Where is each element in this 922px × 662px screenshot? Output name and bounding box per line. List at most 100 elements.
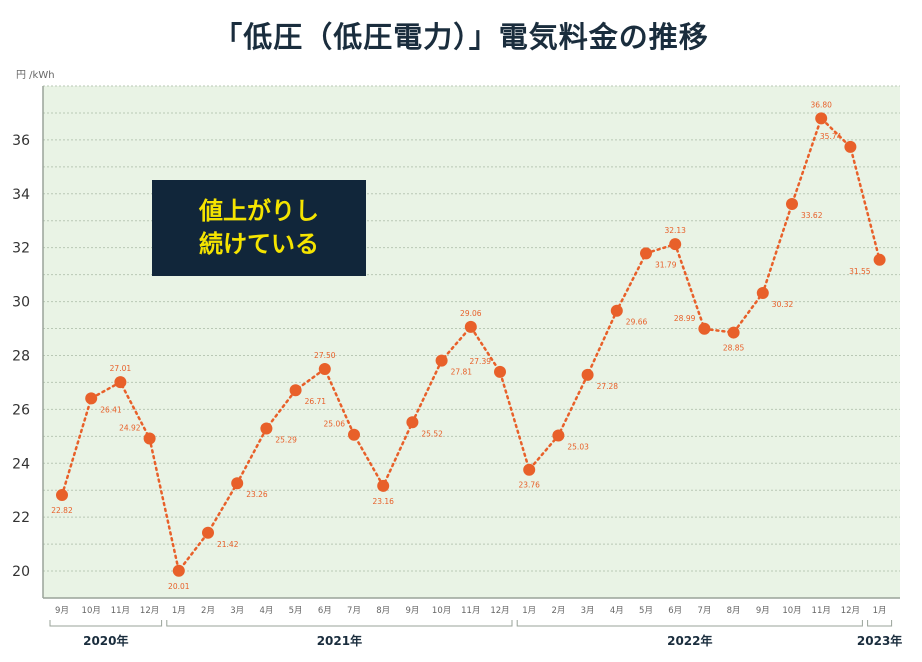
annotation-line-2: 続けている xyxy=(199,230,319,258)
data-label: 22.82 xyxy=(51,506,73,515)
y-tick-labels: 20 22 24 26 28 30 32 34 36 xyxy=(12,133,30,580)
x-tick-label: 7月 xyxy=(697,606,711,616)
data-label: 28.99 xyxy=(674,314,696,323)
data-label: 27.81 xyxy=(451,368,473,377)
x-tick-label: 4月 xyxy=(259,606,273,616)
data-point xyxy=(523,463,536,476)
data-label: 30.32 xyxy=(772,300,794,309)
data-point xyxy=(844,140,857,153)
data-points xyxy=(56,112,886,577)
data-label: 36.80 xyxy=(810,100,832,109)
x-tick-label: 12月 xyxy=(490,606,509,616)
data-point xyxy=(231,477,244,490)
x-tick-label: 11月 xyxy=(812,606,831,616)
data-point xyxy=(85,392,98,405)
plot-area xyxy=(43,86,900,598)
data-point xyxy=(698,322,711,335)
data-point xyxy=(786,198,798,211)
data-point xyxy=(464,320,477,333)
y-tick-label: 36 xyxy=(12,133,30,149)
year-bracket xyxy=(166,620,513,627)
data-point xyxy=(815,112,828,125)
year-bracket xyxy=(49,620,163,627)
data-point xyxy=(727,326,740,339)
x-tick-label: 8月 xyxy=(727,606,741,616)
x-tick-labels: 9月 10月 11月 12月 1月 2月 3月 4月 5月 6月 7月 8月 9月 10月 11月 12月 1月… xyxy=(55,606,887,616)
data-label: 25.03 xyxy=(567,443,589,452)
data-label: 23.16 xyxy=(372,497,394,506)
y-tick-label: 32 xyxy=(12,241,30,257)
y-tick-label: 28 xyxy=(12,348,30,364)
x-tick-label: 3月 xyxy=(581,606,595,616)
annotation-line-1: 値上がりし xyxy=(199,197,319,225)
data-point xyxy=(377,479,390,492)
x-tick-label: 8月 xyxy=(376,606,390,616)
data-label: 24.92 xyxy=(119,423,141,432)
x-tick-label: 2月 xyxy=(201,606,215,616)
data-point xyxy=(318,362,331,375)
year-bracket xyxy=(516,620,863,627)
x-tick-label: 10月 xyxy=(782,606,801,616)
x-tick-label: 12月 xyxy=(140,606,159,616)
data-point xyxy=(610,304,623,317)
data-label: 35.74 xyxy=(820,132,842,141)
x-tick-label: 11月 xyxy=(111,606,130,616)
data-label: 27.28 xyxy=(597,382,619,391)
data-point xyxy=(289,384,302,397)
data-point xyxy=(202,526,214,539)
x-tick-label: 1月 xyxy=(172,606,186,616)
year-bracket xyxy=(867,620,893,627)
data-label: 25.29 xyxy=(275,436,297,445)
x-tick-label: 3月 xyxy=(230,606,244,616)
x-tick-label: 7月 xyxy=(347,606,361,616)
y-tick-label: 34 xyxy=(12,187,30,203)
data-label: 23.26 xyxy=(246,490,268,499)
data-label: 20.01 xyxy=(168,582,190,591)
x-tick-label: 9月 xyxy=(756,606,770,616)
data-point xyxy=(114,376,127,389)
data-point xyxy=(873,253,886,266)
data-label: 31.55 xyxy=(849,267,871,276)
data-label: 31.79 xyxy=(655,260,677,269)
x-tick-label: 5月 xyxy=(289,606,303,616)
data-label: 21.42 xyxy=(217,540,239,549)
data-label: 25.52 xyxy=(421,429,443,438)
x-tick-label: 11月 xyxy=(461,606,480,616)
y-tick-label: 22 xyxy=(12,510,30,526)
x-tick-label: 6月 xyxy=(318,606,332,616)
x-tick-label: 12月 xyxy=(841,606,860,616)
data-point xyxy=(756,286,769,299)
x-tick-label: 9月 xyxy=(55,606,69,616)
x-tick-label: 10月 xyxy=(82,606,101,616)
data-point xyxy=(640,247,652,260)
year-label: 2020年 xyxy=(83,633,128,648)
x-tick-label: 5月 xyxy=(639,606,653,616)
data-point xyxy=(669,238,682,251)
x-tick-label: 4月 xyxy=(610,606,624,616)
data-point xyxy=(552,429,565,442)
x-tick-label: 10月 xyxy=(432,606,451,616)
data-point xyxy=(56,489,68,502)
x-tick-label: 6月 xyxy=(668,606,682,616)
data-point xyxy=(494,365,506,378)
year-label: 2022年 xyxy=(667,633,712,648)
year-label: 2023年 xyxy=(857,633,902,648)
data-label: 29.66 xyxy=(626,318,648,327)
data-point xyxy=(406,416,419,429)
year-groups: 2020年 2021年 2022年 2023年 xyxy=(49,620,902,648)
data-point xyxy=(172,564,185,577)
data-label: 27.50 xyxy=(314,351,336,360)
data-point xyxy=(143,432,156,445)
x-tick-label: 1月 xyxy=(522,606,536,616)
data-point xyxy=(581,368,594,381)
axes xyxy=(42,86,900,599)
data-point xyxy=(260,422,273,435)
y-axis-unit-label: 円 /kWh xyxy=(16,70,55,81)
data-label: 28.85 xyxy=(723,344,745,353)
data-label: 29.06 xyxy=(460,309,482,318)
data-label: 27.01 xyxy=(110,364,132,373)
data-label: 23.76 xyxy=(518,481,540,490)
data-label: 25.06 xyxy=(324,420,346,429)
data-point xyxy=(435,354,448,367)
